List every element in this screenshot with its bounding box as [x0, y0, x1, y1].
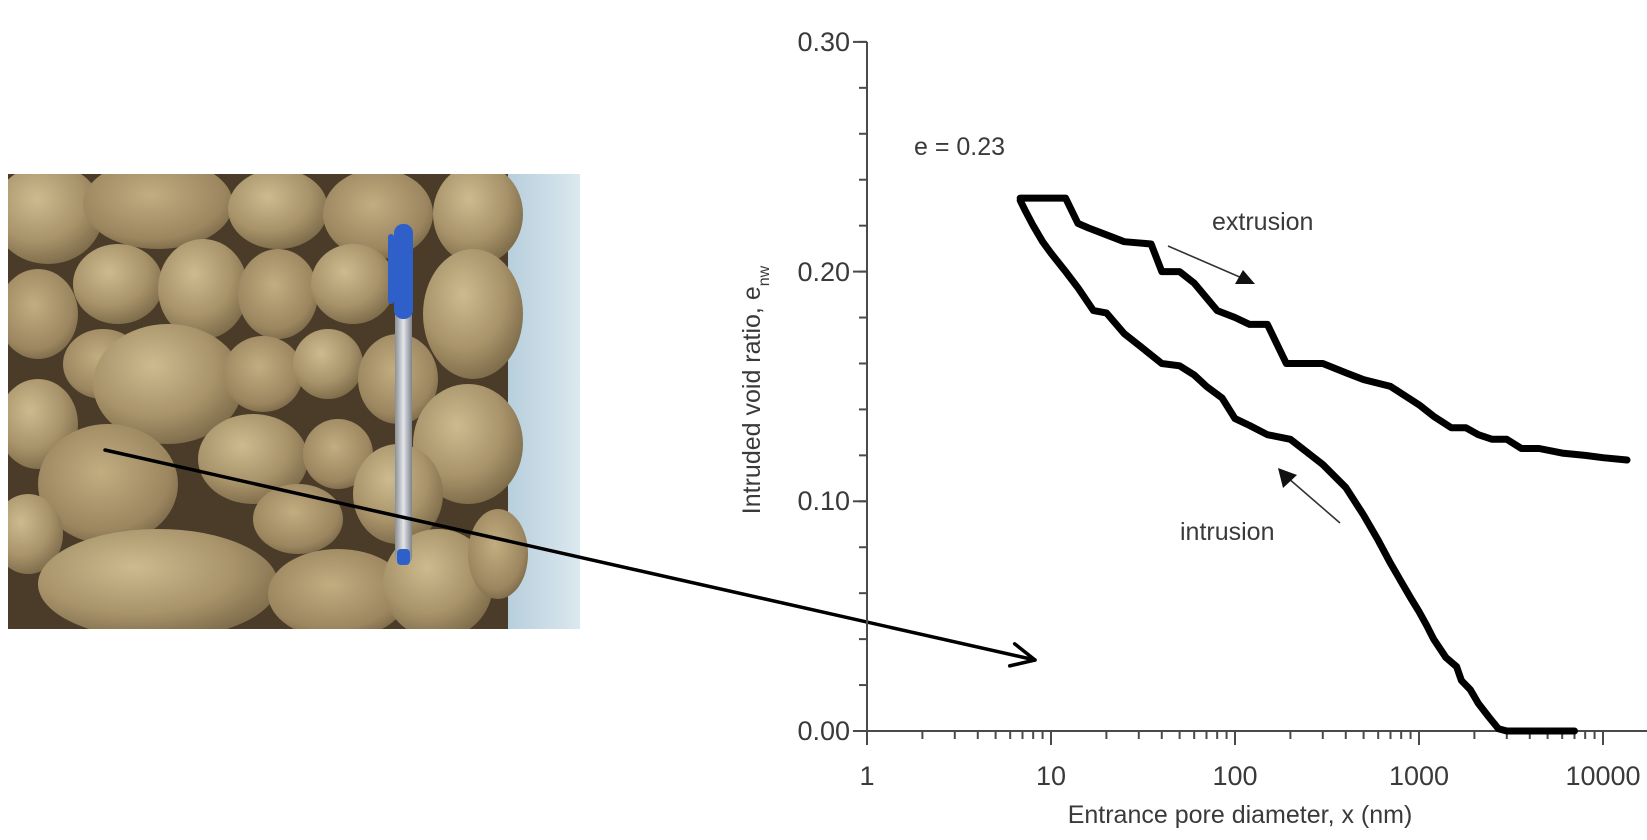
x-tick-label: 100: [1212, 761, 1257, 791]
extrusion-arrow: [1167, 245, 1255, 284]
y-axis-title-subscript: nw: [756, 265, 773, 286]
pen-barrel: [395, 244, 412, 564]
intrusion-label: intrusion: [1180, 518, 1275, 546]
y-axis-title: Intruded void ratio, enw: [738, 265, 773, 514]
soil-photo: [8, 174, 580, 629]
x-tick-label: 1: [859, 761, 874, 791]
y-axis-title-text: Intruded void ratio, enw: [738, 265, 773, 514]
connector-arrow-shaft: [103, 448, 1037, 662]
pen-cap: [394, 224, 413, 319]
pen-end-plug: [397, 549, 410, 565]
intrusion-curve: [1016, 196, 1578, 735]
y-axis-title-main: Intruded void ratio, e: [738, 286, 766, 514]
y-tick-label: 0.20: [797, 257, 850, 287]
void-ratio-annotation: e = 0.23: [914, 133, 1005, 161]
x-tick-label: 1000: [1389, 761, 1449, 791]
y-tick-label: 0.00: [797, 716, 850, 746]
x-tick-label: 10000: [1565, 761, 1640, 791]
connector-arrow-head: [1007, 642, 1037, 668]
pen: [388, 224, 413, 565]
extrusion-curve: [1016, 194, 1631, 464]
extrusion-label: extrusion: [1212, 208, 1313, 236]
pen-clip: [388, 234, 394, 304]
x-tick-label: 10: [1036, 761, 1066, 791]
data-curves: [1016, 194, 1631, 735]
soil-photo-drawing: [8, 174, 580, 629]
y-tick-label: 0.10: [797, 486, 850, 516]
connector-arrow: [103, 448, 1037, 668]
chart-axes: [853, 40, 1647, 745]
y-tick-label: 0.30: [797, 27, 850, 57]
x-axis-title: Entrance pore diameter, x (nm): [1068, 801, 1413, 829]
intrusion-arrow: [1278, 468, 1341, 524]
